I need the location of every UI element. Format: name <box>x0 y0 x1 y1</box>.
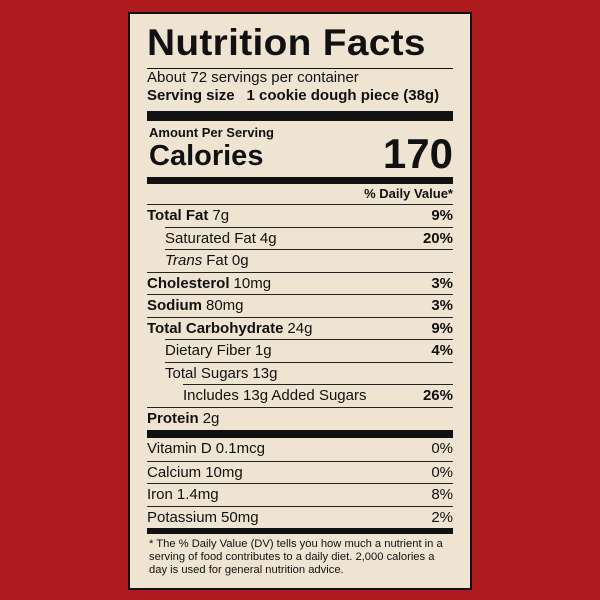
serving-size: Serving size 1 cookie dough piece (38g) <box>147 87 439 104</box>
nutrient-name: Cholesterol <box>147 274 230 292</box>
daily-value: 0% <box>431 463 453 481</box>
nutrient-row: Total Carbohydrate 24g 9% <box>147 316 453 340</box>
nutrient-amount: 4g <box>259 229 277 247</box>
nutrient-amount: 80mg <box>206 297 244 314</box>
daily-value: 3% <box>431 274 453 292</box>
nutrient-row: Cholesterol 10mg 3% <box>147 271 453 295</box>
calories-value: 170 <box>382 130 453 177</box>
serving-size-value: 1 cookie dough piece (38g) <box>246 87 440 104</box>
nutrient-name: Total Carbohydrate <box>147 319 284 337</box>
vitamin-amount: 10mg <box>205 463 243 481</box>
nutrient-row: Total Fat 7g 9% <box>147 204 453 227</box>
daily-value: 20% <box>422 229 453 247</box>
daily-value: 8% <box>431 486 453 503</box>
vitamin-amount: 0.1mcg <box>215 440 265 457</box>
daily-value: 4% <box>431 342 453 359</box>
nutrient-amount: 7g <box>212 207 230 224</box>
nutrient-name: Saturated Fat <box>165 229 256 247</box>
vitamin-row: Potassium 50mg 2% <box>147 505 453 529</box>
servings: About 72 servings per container <box>147 69 359 86</box>
daily-value: 2% <box>431 508 453 526</box>
thick-divider <box>147 111 453 121</box>
serving-size-label: Serving size <box>147 87 235 104</box>
vitamin-amount: 1.4mg <box>176 486 219 503</box>
nutrient-name: Fat <box>206 252 228 269</box>
nutrient-amount: 2g <box>202 409 220 427</box>
daily-value: 0% <box>431 440 453 457</box>
nutrient-row: Protein 2g <box>147 406 453 430</box>
nutrient-name: Protein <box>147 409 199 427</box>
daily-value: 3% <box>431 297 453 314</box>
vitamin-amount: 50mg <box>221 508 259 526</box>
nutrient-row: Total Sugars 13g <box>165 361 453 385</box>
thick-divider <box>147 528 453 534</box>
nutrient-amount: 24g <box>287 319 313 337</box>
nutrient-name-italic: Trans <box>165 252 203 269</box>
title: Nutrition Facts <box>147 22 426 63</box>
nutrient-amount: 0g <box>231 252 249 269</box>
amount-per-serving: Amount Per Serving <box>149 125 274 140</box>
thick-divider <box>147 177 453 184</box>
daily-value: 9% <box>431 319 453 337</box>
nutrient-row: Sodium 80mg 3% <box>147 294 453 317</box>
vitamin-name: Iron <box>147 486 173 503</box>
nutrient-row: Saturated Fat 4g 20% <box>165 226 453 250</box>
vitamin-name: Vitamin D <box>147 440 212 457</box>
nutrient-amount: 13g <box>252 364 278 382</box>
nutrient-name: Sodium <box>147 297 202 314</box>
nutrient-name: Total Fat <box>147 207 209 224</box>
daily-value: 9% <box>431 207 453 224</box>
daily-value-header: % Daily Value* <box>364 186 453 201</box>
nutrient-row: Trans Fat 0g <box>165 249 453 272</box>
vitamin-name: Calcium <box>147 463 202 481</box>
nutrient-row: Dietary Fiber 1g 4% <box>165 339 453 362</box>
nutrient-amount: 10mg <box>233 274 272 292</box>
nutrition-label: Nutrition Facts About 72 servings per co… <box>128 12 472 590</box>
thick-divider <box>147 430 453 438</box>
nutrient-name: Includes 13g Added Sugars <box>183 387 367 404</box>
vitamin-row: Iron 1.4mg 8% <box>147 483 453 506</box>
nutrient-name: Dietary Fiber <box>165 342 251 359</box>
vitamin-row: Calcium 10mg 0% <box>147 460 453 484</box>
divider <box>147 68 453 69</box>
nutrient-row: Includes 13g Added Sugars 26% <box>183 384 453 407</box>
calories-label: Calories <box>149 140 264 172</box>
nutrient-amount: 1g <box>254 342 272 359</box>
vitamin-row: Vitamin D 0.1mcg 0% <box>147 438 453 460</box>
vitamin-name: Potassium <box>147 508 218 526</box>
footnote: * The % Daily Value (DV) tells you how m… <box>149 538 443 576</box>
daily-value: 26% <box>422 387 453 404</box>
nutrient-name: Total Sugars <box>165 364 249 382</box>
